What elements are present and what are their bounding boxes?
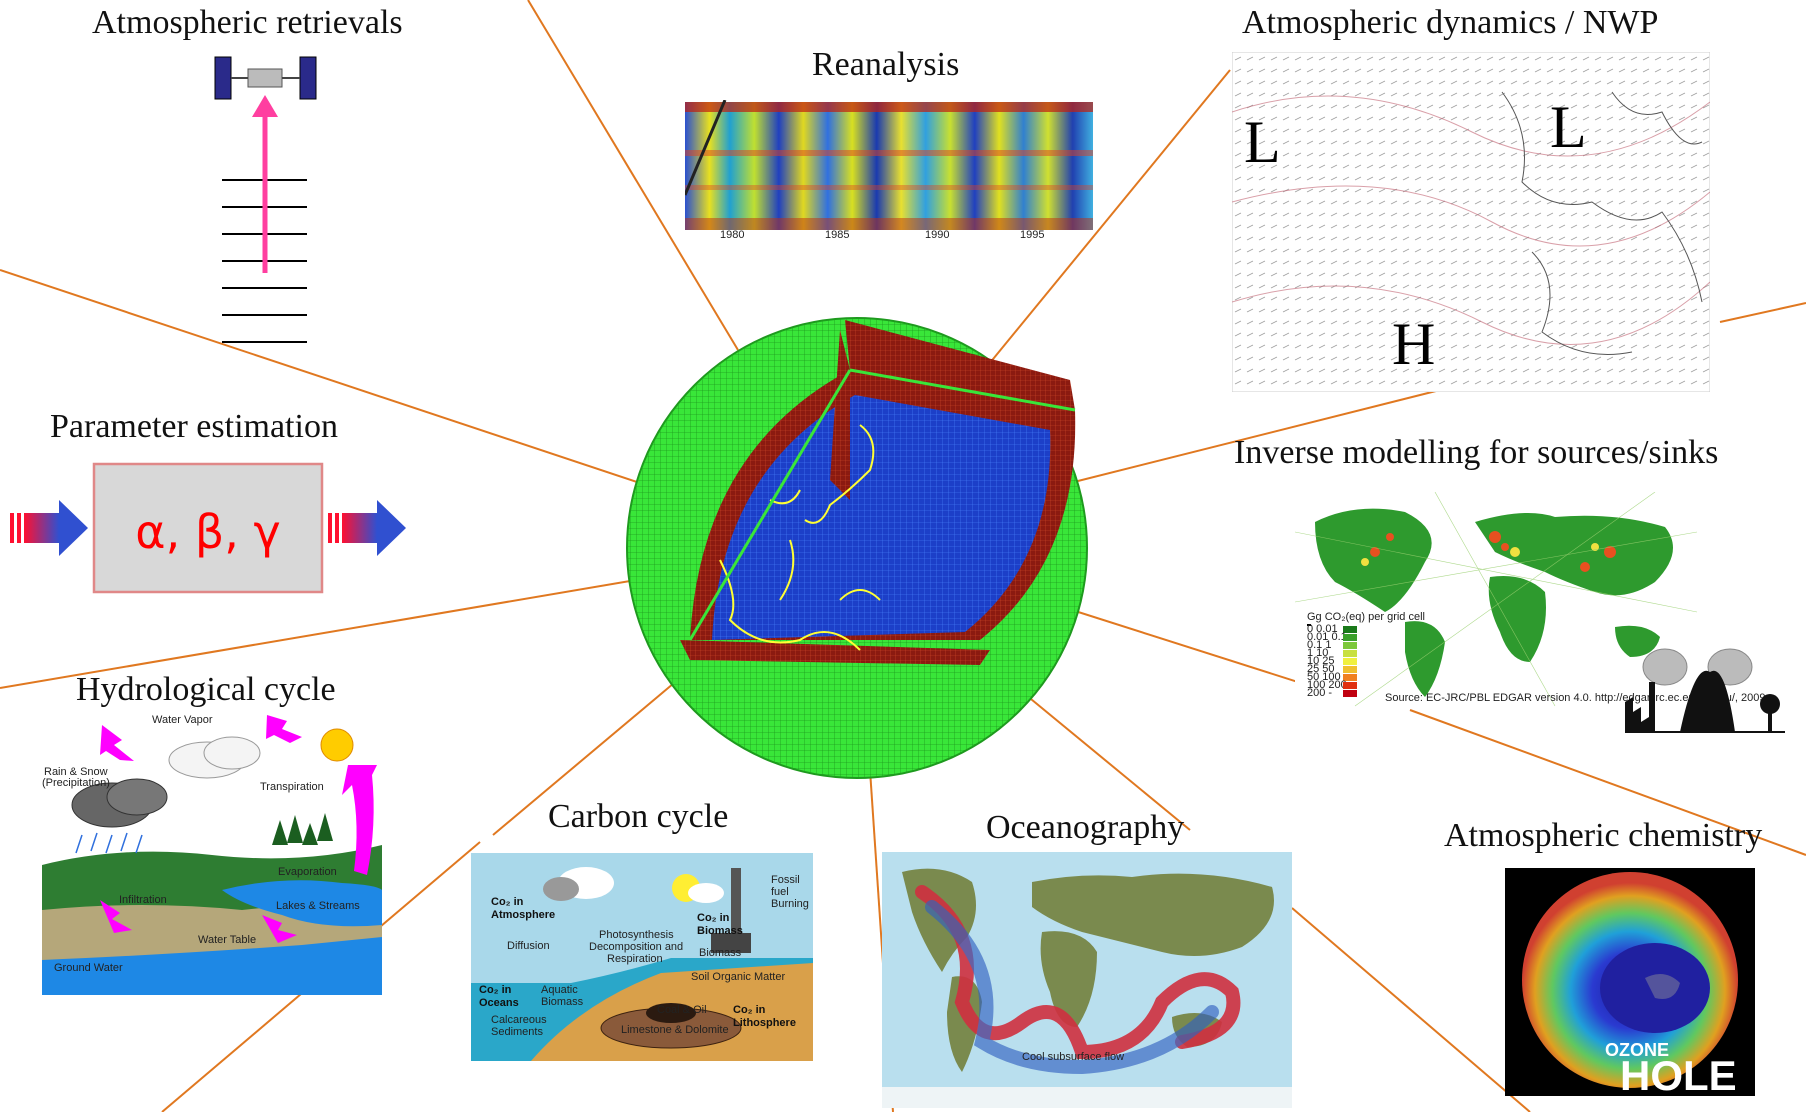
legend-row-label: 10 25 [1307, 655, 1335, 667]
topic-oceanography: Oceanography [986, 809, 1185, 846]
factory-smokestack-icon [1625, 648, 1785, 733]
cloud-icon [168, 736, 261, 779]
svg-text:Photosynthesis: Photosynthesis [599, 929, 674, 941]
svg-text:Calcareous: Calcareous [491, 1014, 547, 1026]
svg-text:Lakes & Streams: Lakes & Streams [276, 900, 360, 912]
legend-swatch [1343, 626, 1357, 633]
flow-arrow-icon [100, 715, 377, 943]
legend-swatch [1343, 658, 1357, 665]
legend-row-label: 200 - [1307, 687, 1332, 699]
parameter-symbols: α, β, γ [135, 505, 280, 559]
svg-text:Atmosphere: Atmosphere [491, 909, 555, 921]
rain-cloud-icon [71, 778, 168, 828]
svg-text:fuel: fuel [771, 886, 789, 898]
sun-icon [672, 874, 724, 903]
topic-atmospheric-retrievals: Atmospheric retrievals [92, 4, 403, 41]
svg-text:Burning: Burning [771, 898, 809, 910]
ozone-label-line1: OZONE [1605, 1040, 1669, 1060]
thermohaline-map: Cool subsurface flow [882, 852, 1292, 1108]
svg-text:Source: EC-JRC/PBL EDGAR versi: Source: EC-JRC/PBL EDGAR version 4.0. ht… [1385, 692, 1766, 704]
legend-row-label: 0 0.01 [1307, 623, 1338, 635]
cloud-icon [543, 867, 614, 901]
svg-text:Evaporation: Evaporation [278, 866, 337, 878]
parameter-box-diagram: α, β, γ [10, 462, 406, 594]
year-label: 1990 [925, 229, 949, 240]
svg-text:Diffusion: Diffusion [507, 940, 550, 952]
svg-text:Infiltration: Infiltration [119, 894, 167, 906]
ozone-hole-image: OZONE HOLE [1505, 868, 1755, 1096]
legend-row-label: 0.1 1 [1307, 639, 1331, 651]
input-arrow-icon [10, 500, 88, 556]
satellite-icon [214, 56, 317, 100]
svg-text:Transpiration: Transpiration [260, 781, 324, 793]
svg-text:Co₂ in: Co₂ in [491, 896, 524, 908]
svg-text:Ground Water: Ground Water [54, 962, 123, 974]
pressure-label-high: H [1392, 311, 1435, 377]
topic-inverse-modelling: Inverse modelling for sources/sinks [1234, 434, 1719, 471]
svg-text:Coal & Oil: Coal & Oil [657, 1004, 707, 1016]
svg-text:Gg CO₂(eq) per grid cell: Gg CO₂(eq) per grid cell [1307, 611, 1425, 623]
legend-row-label: 25 50 [1307, 663, 1335, 675]
legend-row-label: 0.01 0.1 [1307, 631, 1347, 643]
svg-text:Decomposition and: Decomposition and [589, 941, 683, 953]
svg-text:Aquatic: Aquatic [541, 984, 578, 996]
legend-swatch [1343, 682, 1357, 689]
pressure-label-low: L [1244, 109, 1281, 175]
topic-atmospheric-dynamics: Atmospheric dynamics / NWP [1242, 4, 1659, 41]
output-arrow-icon [328, 500, 406, 556]
emissions-map: Gg CO₂(eq) per grid cell 0 0.010.01 0.10… [1295, 492, 1785, 733]
svg-text:Sediments: Sediments [491, 1026, 543, 1038]
legend-swatch [1343, 666, 1357, 673]
topic-parameter-estimation: Parameter estimation [50, 408, 338, 445]
svg-text:Respiration: Respiration [607, 953, 663, 965]
legend-swatch [1343, 674, 1357, 681]
svg-text:(Precipitation): (Precipitation) [42, 777, 110, 789]
wind-field-map: L L H [1232, 52, 1710, 392]
legend-swatch [1343, 634, 1357, 641]
svg-text:Lithosphere: Lithosphere [733, 1017, 796, 1029]
ozone-label-line2: HOLE [1620, 1052, 1737, 1096]
svg-text:Co₂ in: Co₂ in [479, 984, 512, 996]
legend-swatch [1343, 650, 1357, 657]
svg-text:Fossil: Fossil [771, 874, 800, 886]
emissions-legend: Gg CO₂(eq) per grid cell [1307, 611, 1425, 626]
legend-swatch [1343, 642, 1357, 649]
svg-text:Rain & Snow: Rain & Snow [44, 766, 108, 778]
svg-text:Biomass: Biomass [541, 996, 584, 1008]
svg-text:Water Table: Water Table [198, 934, 256, 946]
topic-carbon-cycle: Carbon cycle [548, 798, 729, 835]
legend-row-label: 50 100 [1307, 671, 1341, 683]
retrieval-schematic [214, 56, 317, 343]
pressure-label-low: L [1550, 94, 1587, 160]
carbon-cycle-diagram: Co₂ in Atmosphere Diffusion Photosynthes… [471, 853, 813, 1061]
year-label: 1980 [720, 229, 744, 240]
svg-text:Soil Organic Matter: Soil Organic Matter [691, 971, 785, 983]
topic-atmospheric-chemistry: Atmospheric chemistry [1444, 817, 1763, 854]
year-label: 1995 [1020, 229, 1044, 240]
topic-reanalysis: Reanalysis [812, 46, 960, 83]
topic-hydrological-cycle: Hydrological cycle [76, 671, 336, 708]
year-label: 1985 [825, 229, 849, 240]
hydrological-cycle-diagram: Water Vapor Rain & Snow (Precipitation) … [42, 715, 382, 995]
svg-text:Cool subsurface flow: Cool subsurface flow [1022, 1051, 1124, 1063]
svg-text:Limestone & Dolomite: Limestone & Dolomite [621, 1024, 729, 1036]
svg-text:Co₂ in: Co₂ in [733, 1004, 766, 1016]
legend-row-label: 1 10 [1307, 647, 1328, 659]
sliced-globe-grid [626, 317, 1088, 779]
svg-text:Biomass: Biomass [697, 925, 743, 937]
legend-row-label: 100 200 [1307, 679, 1347, 691]
sun-icon [320, 728, 354, 762]
svg-text:Biomass: Biomass [699, 947, 742, 959]
factory-icon [711, 868, 751, 953]
svg-text:Oceans: Oceans [479, 997, 519, 1009]
reanalysis-hovmoller: 1980 1985 1990 1995 [685, 100, 1093, 240]
svg-text:Water Vapor: Water Vapor [152, 715, 213, 726]
svg-text:Co₂ in: Co₂ in [697, 912, 730, 924]
legend-swatch [1343, 690, 1357, 697]
